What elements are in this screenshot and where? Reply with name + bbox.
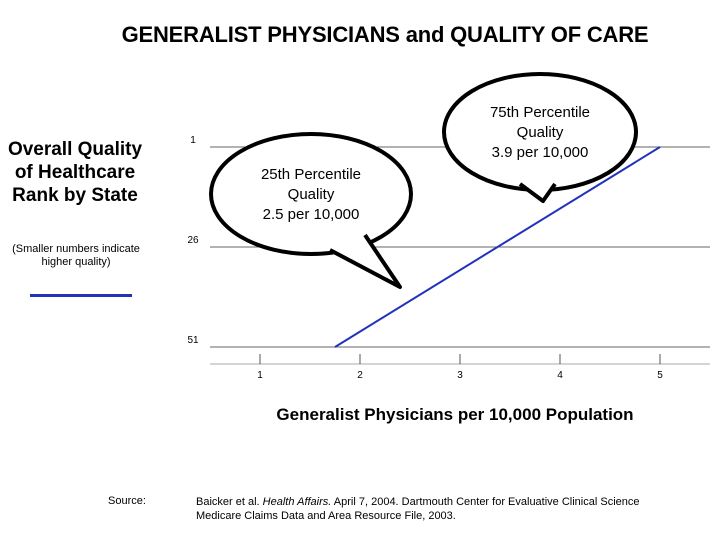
source-text: Baicker et al. Health Affairs. April 7, … [196, 495, 640, 523]
x-tick-label: 1 [257, 370, 263, 381]
callout-text-line: 3.9 per 10,000 [492, 144, 589, 161]
source-label: Source: [108, 495, 146, 507]
callout-text-line: Quality [288, 186, 335, 203]
y-axis-label: Overall Quality of Healthcare Rank by St… [7, 139, 143, 206]
x-tick-label: 2 [357, 370, 363, 381]
callout-25th-percentile: 25th Percentile Quality 2.5 per 10,000 [209, 132, 413, 289]
x-tick-label: 3 [457, 370, 463, 381]
y-tick-label: 26 [187, 235, 199, 246]
callout-seam [333, 221, 362, 246]
callouts-group: 25th Percentile Quality 2.5 per 10,000 75th… [209, 72, 638, 289]
callout-text-line: 2.5 per 10,000 [263, 206, 360, 223]
callout-text-line: 25th Percentile [261, 166, 361, 183]
y-tick-label: 1 [190, 135, 196, 146]
callout-pointer [329, 233, 402, 289]
legend-line-swatch [30, 294, 132, 297]
y-tick-label: 51 [187, 335, 199, 346]
source-details: April 7, 2004. Dartmouth Center for Eval… [333, 496, 640, 508]
callout-seam [523, 170, 552, 180]
source-journal: Health Affairs. [262, 496, 332, 508]
series-group [334, 146, 661, 348]
x-tick-label: 5 [657, 370, 663, 381]
x-axis-label: Generalist Physicians per 10,000 Populat… [276, 405, 633, 424]
callout-text-line: Quality [517, 124, 564, 141]
callout-75th-percentile: 75th Percentile Quality 3.9 per 10,000 [442, 72, 638, 203]
source-line2: Medicare Claims Data and Area Resource F… [196, 510, 456, 522]
series-line [334, 146, 661, 348]
source-author: Baicker et al. [196, 496, 260, 508]
callout-pointer [518, 182, 557, 203]
y-axis-note: (Smaller numbers indicate higher quality… [12, 243, 140, 268]
chart-title: GENERALIST PHYSICIANS and QUALITY OF CAR… [121, 22, 649, 47]
callout-text-line: 75th Percentile [490, 104, 590, 121]
x-tick-label: 4 [557, 370, 563, 381]
